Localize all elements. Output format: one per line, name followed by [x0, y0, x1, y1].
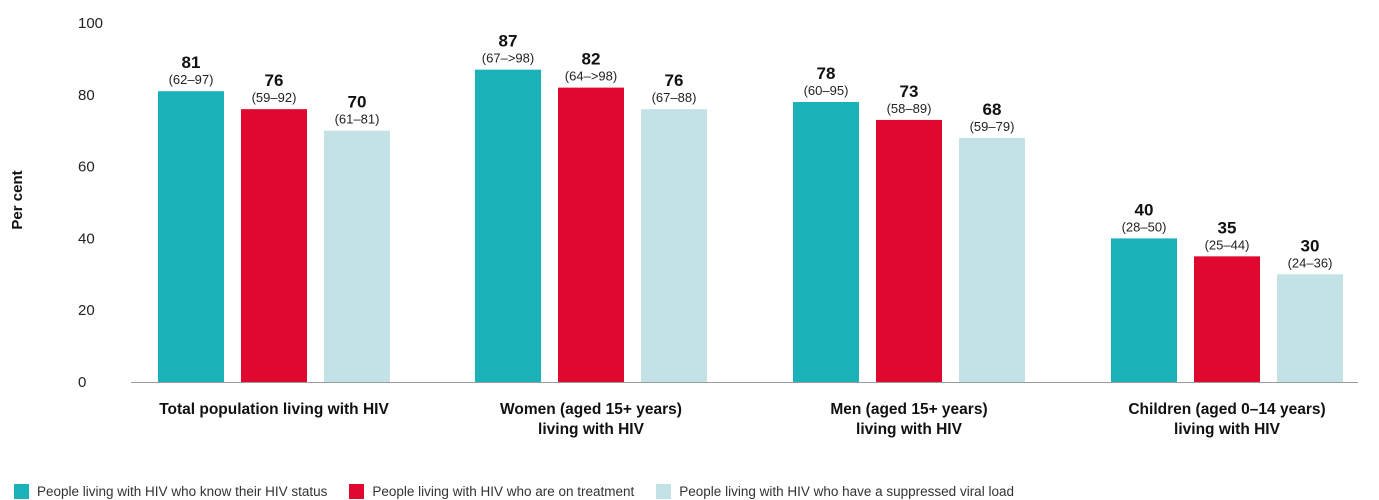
bar	[1111, 238, 1177, 382]
bar-range-label: (64–>98)	[565, 69, 617, 84]
legend: People living with HIV who know their HI…	[14, 484, 1036, 499]
x-category-label: Children (aged 0–14 years)	[1128, 401, 1325, 418]
bar-range-label: (28–50)	[1122, 219, 1167, 234]
y-tick-label: 100	[78, 15, 103, 32]
legend-swatch-suppressed-viral-load	[656, 484, 672, 499]
x-axis: Total population living with HIV Women (a…	[131, 382, 1358, 438]
x-category-label: Total population living with HIV	[159, 401, 389, 418]
value-labels-group: 81(62–97) 76(59–92) 70(61–81)87(67–>98) 82(…	[169, 32, 1333, 271]
bar-value-label: 76	[265, 71, 284, 90]
bar-range-label: (25–44)	[1205, 237, 1250, 252]
bar-value-label: 30	[1301, 236, 1320, 255]
bar-range-label: (61–81)	[335, 112, 380, 127]
legend-item-suppressed-viral-load: People living with HIV who have a suppre…	[656, 484, 1014, 499]
bar-value-label: 78	[817, 64, 836, 83]
y-axis-label: Per cent	[9, 170, 26, 229]
bar-value-label: 70	[348, 93, 367, 112]
y-tick-label: 20	[78, 302, 95, 319]
bar-range-label: (67–88)	[652, 90, 697, 105]
bar-range-label: (59–92)	[252, 90, 297, 105]
bar-range-label: (24–36)	[1288, 255, 1333, 270]
bar-value-label: 76	[665, 71, 684, 90]
legend-label-suppressed-viral-load: People living with HIV who have a suppre…	[679, 484, 1014, 499]
y-tick-label: 40	[78, 230, 95, 247]
bar	[475, 69, 541, 383]
y-tick-label: 60	[78, 159, 95, 176]
bar-range-label: (60–95)	[804, 83, 849, 98]
bar	[158, 91, 224, 383]
bar	[1194, 256, 1260, 382]
bars-group	[158, 69, 1343, 383]
bar	[959, 137, 1025, 382]
bar	[324, 130, 390, 382]
legend-swatch-know-status	[14, 484, 29, 499]
x-category-label: living with HIV	[856, 421, 963, 438]
bar	[641, 109, 707, 382]
bar	[1277, 274, 1343, 382]
legend-swatch-on-treatment	[349, 484, 365, 499]
legend-label-on-treatment: People living with HIV who are on treatm…	[372, 484, 635, 499]
legend-label-know-status: People living with HIV who know their HI…	[37, 484, 328, 499]
bar-value-label: 87	[499, 32, 518, 51]
bar	[241, 109, 307, 382]
bar-value-label: 81	[182, 53, 201, 72]
legend-item-know-status: People living with HIV who know their HI…	[14, 484, 327, 499]
bar-value-label: 40	[1135, 200, 1154, 219]
x-category-label: living with HIV	[1174, 421, 1281, 438]
legend-item-on-treatment: People living with HIV who are on treatm…	[349, 484, 634, 499]
y-axis: 0 20 40 60 80 100	[78, 15, 103, 391]
bar-value-label: 73	[900, 82, 919, 101]
y-tick-label: 0	[78, 374, 86, 391]
bar-value-label: 68	[983, 100, 1002, 119]
bar-value-label: 82	[582, 50, 601, 69]
y-tick-label: 80	[78, 87, 95, 104]
x-category-label: Women (aged 15+ years)	[500, 401, 682, 418]
x-category-label: Men (aged 15+ years)	[830, 401, 987, 418]
bar	[558, 87, 624, 383]
bar-range-label: (67–>98)	[482, 51, 534, 66]
bar	[876, 119, 942, 383]
bar-range-label: (59–79)	[970, 119, 1015, 134]
bar-range-label: (62–97)	[169, 72, 214, 87]
bar	[793, 101, 859, 382]
x-category-label: living with HIV	[538, 421, 645, 438]
bar-range-label: (58–89)	[887, 101, 932, 116]
bar-value-label: 35	[1218, 218, 1237, 237]
